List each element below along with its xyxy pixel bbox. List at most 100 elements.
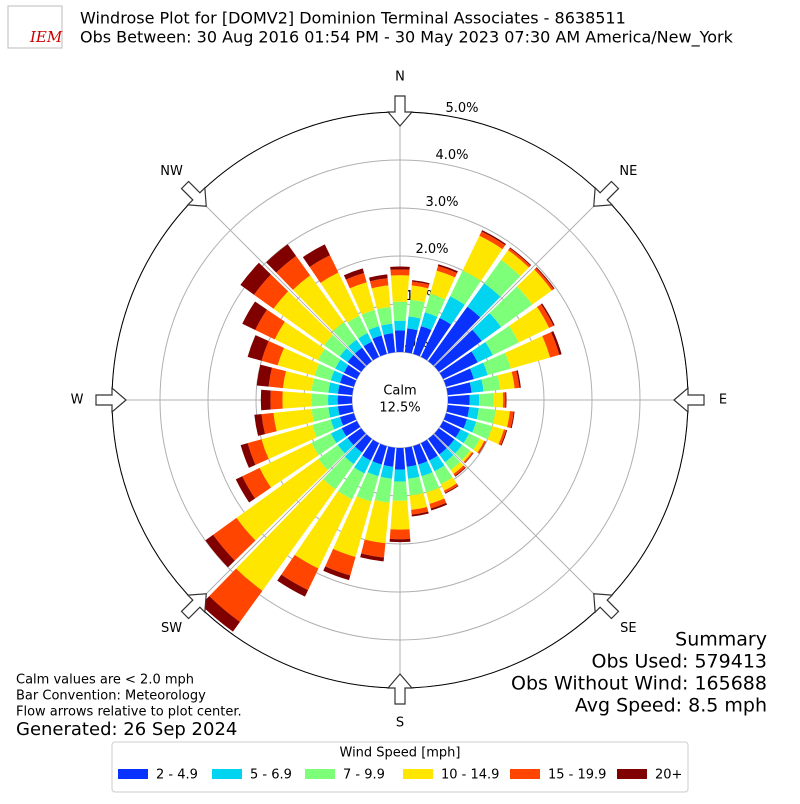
bar-segment xyxy=(324,334,347,357)
bar-segment xyxy=(314,363,335,381)
bar-segment xyxy=(294,491,352,569)
bar-segment xyxy=(439,448,454,463)
bar-segment xyxy=(311,407,331,422)
bar-segment xyxy=(347,428,366,446)
bar-segment xyxy=(235,476,256,503)
bar-segment xyxy=(273,408,314,432)
bar-segment xyxy=(443,368,474,387)
legend-label: 2 - 4.9 xyxy=(156,768,198,783)
bar-segment xyxy=(483,352,511,376)
bar-segment xyxy=(534,267,554,291)
bar-segment xyxy=(381,323,394,335)
bar-segment xyxy=(434,428,455,447)
bar-segment xyxy=(390,275,410,302)
bar-segment xyxy=(277,574,309,597)
bar-segment xyxy=(394,447,406,470)
bar-segment xyxy=(347,315,368,339)
bar-segment xyxy=(240,262,271,295)
summary-line: Summary xyxy=(675,629,767,651)
bar-segment xyxy=(323,566,351,581)
bar-segment xyxy=(309,255,339,283)
bar-segment xyxy=(247,335,269,361)
bar-segment xyxy=(389,538,411,543)
legend-swatch xyxy=(617,769,647,779)
bar-segment xyxy=(446,404,470,418)
bar-segment xyxy=(484,259,521,297)
bar-segment xyxy=(464,452,474,464)
bar-segment xyxy=(489,286,533,327)
radial-line xyxy=(433,195,605,367)
bar-segment xyxy=(335,359,349,373)
bar-segment xyxy=(408,299,425,319)
bar-segment xyxy=(463,418,477,433)
bar-segment xyxy=(367,461,382,477)
bar-segment xyxy=(236,479,336,591)
bar-segment xyxy=(434,465,453,485)
bar-segment xyxy=(501,250,529,277)
bar-segment xyxy=(485,325,519,356)
note: Flow arrows relative to plot center. xyxy=(16,705,242,720)
bar-segment xyxy=(333,322,357,347)
bar-segment xyxy=(443,483,459,493)
bar-segment xyxy=(261,424,317,460)
bar-segment xyxy=(372,443,387,465)
radial-line xyxy=(433,433,605,605)
bar-segment xyxy=(470,362,488,380)
bar-segment xyxy=(273,291,333,346)
bar-segment xyxy=(444,455,461,471)
bar-segment xyxy=(354,434,372,453)
bar-segment xyxy=(487,426,504,445)
bar-segment xyxy=(455,444,471,461)
bar-segment xyxy=(440,477,457,491)
bar-segment xyxy=(493,392,504,408)
bar-segment xyxy=(505,392,507,408)
bar-segment xyxy=(330,416,344,430)
bar-segment xyxy=(345,272,367,289)
bar-segment xyxy=(261,412,277,435)
bar-segment xyxy=(471,341,493,363)
bar-segment xyxy=(318,444,345,471)
bar-segment xyxy=(247,439,269,465)
bar-segment xyxy=(418,461,433,477)
bar-segment xyxy=(259,442,319,488)
bar-segment xyxy=(383,446,396,467)
summary-line: Avg Speed: 8.5 mph xyxy=(575,695,767,717)
bar-segment xyxy=(450,461,464,474)
bar-segment xyxy=(462,235,503,281)
bar-segment xyxy=(369,274,388,282)
bar-segment xyxy=(408,476,424,496)
bar-segment xyxy=(392,481,408,501)
bar-segment xyxy=(510,411,515,429)
legend-label: 20+ xyxy=(655,768,682,783)
bar-segment xyxy=(389,529,411,540)
bar-segment xyxy=(274,321,325,361)
legend-title: Wind Speed [mph] xyxy=(340,746,461,761)
bar-segment xyxy=(446,382,472,396)
bar-segment xyxy=(469,394,480,406)
bar-segment xyxy=(363,341,380,361)
bar-segment xyxy=(337,467,365,500)
bar-segment xyxy=(428,434,447,455)
legend-label: 5 - 6.9 xyxy=(250,768,292,783)
bar-segment xyxy=(339,413,357,426)
note: Bar Convention: Meteorology xyxy=(16,689,206,704)
bar-segment xyxy=(420,312,438,330)
bar-segment xyxy=(404,328,418,354)
bar-segment xyxy=(213,517,256,561)
compass-label: SW xyxy=(161,621,182,636)
bar-segment xyxy=(311,378,331,393)
calm-circle xyxy=(353,353,447,447)
bar-segment xyxy=(256,364,273,387)
bar-segment xyxy=(413,443,428,465)
radial-line xyxy=(195,433,367,605)
bar-segment xyxy=(347,354,366,372)
bar-segment xyxy=(356,472,379,502)
bar-segment xyxy=(236,458,328,541)
bar-segment xyxy=(282,391,312,409)
bar-segment xyxy=(254,414,266,436)
compass-arrow xyxy=(386,673,414,705)
bar-segment xyxy=(430,502,448,511)
bar-segment xyxy=(394,320,406,331)
legend-swatch xyxy=(212,769,242,779)
